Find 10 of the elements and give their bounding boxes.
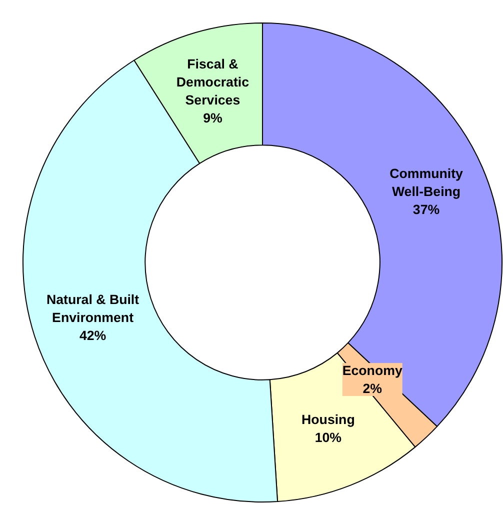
- slice-label: Community Well-Being: [390, 166, 464, 200]
- data-label: 42%: [79, 328, 106, 344]
- slice-label: Housing: [302, 412, 355, 427]
- slice-label: Fiscal & Democratic Services: [176, 56, 250, 108]
- data-label: 37%: [412, 202, 440, 218]
- data-label: 10%: [314, 430, 342, 445]
- slice-label: Economy: [342, 362, 403, 378]
- data-label: 9%: [203, 110, 222, 126]
- data-label: 2%: [362, 380, 382, 396]
- slice-label: Natural & Built Environment: [46, 292, 140, 326]
